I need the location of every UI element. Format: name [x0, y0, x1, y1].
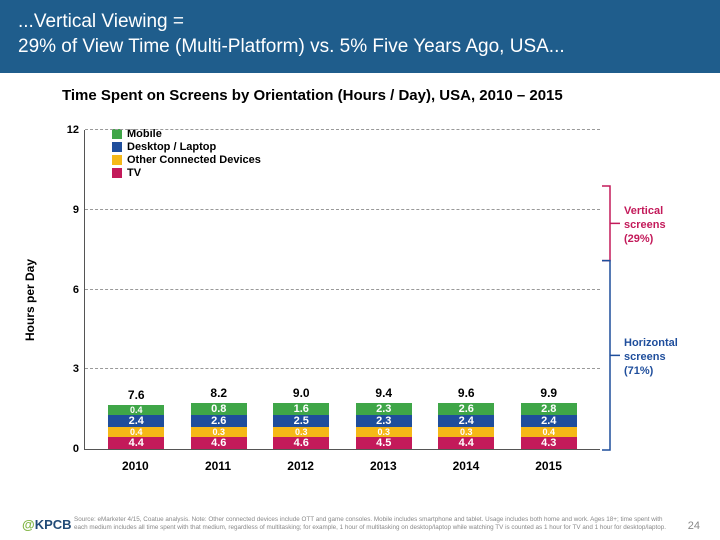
bar-total-label: 9.9 — [521, 386, 577, 403]
y-tick: 12 — [67, 124, 85, 136]
x-tick: 2014 — [438, 454, 494, 480]
bar-segment: 2.4 — [438, 415, 494, 427]
grid-line — [85, 129, 600, 130]
slide-header: ...Vertical Viewing = 29% of View Time (… — [0, 0, 720, 73]
y-tick: 3 — [73, 363, 85, 375]
bar-segment: 2.6 — [438, 403, 494, 415]
bars-container: 4.40.42.40.47.64.60.32.60.88.24.60.32.51… — [85, 130, 600, 449]
bar-column: 4.30.42.42.89.9 — [521, 403, 577, 449]
bar-segment: 2.8 — [521, 403, 577, 415]
bar-segment: 4.4 — [438, 437, 494, 449]
bar-segment: 0.3 — [356, 427, 412, 437]
bar-segment: 0.4 — [521, 427, 577, 437]
bar-segment: 2.4 — [108, 415, 164, 427]
grid-line — [85, 289, 600, 290]
bar-total-label: 9.6 — [438, 386, 494, 403]
bar-segment: 4.4 — [108, 437, 164, 449]
bar-segment: 0.3 — [273, 427, 329, 437]
x-tick: 2010 — [107, 454, 163, 480]
bar-segment: 4.5 — [356, 437, 412, 449]
bar-segment: 0.4 — [108, 405, 164, 415]
y-axis-label: Hours per Day — [23, 259, 37, 341]
bar-segment: 2.3 — [356, 403, 412, 415]
chart-area: Hours per Day 4.40.42.40.47.64.60.32.60.… — [40, 120, 600, 480]
bar-column: 4.40.32.42.69.6 — [438, 403, 494, 449]
bar-column: 4.50.32.32.39.4 — [356, 403, 412, 449]
bar-segment: 2.3 — [356, 415, 412, 427]
bar-segment: 4.3 — [521, 437, 577, 449]
bar-segment: 4.6 — [273, 437, 329, 449]
bar-segment: 4.6 — [191, 437, 247, 449]
bracket-annotations: Vertical screens (29%) Horizontal screen… — [602, 130, 712, 460]
x-tick: 2013 — [355, 454, 411, 480]
x-axis-ticks: 2010 2011 2012 2013 2014 2015 — [84, 454, 600, 480]
bar-column: 4.60.32.60.88.2 — [191, 403, 247, 449]
x-tick: 2015 — [521, 454, 577, 480]
bar-segment: 0.3 — [191, 427, 247, 437]
slide: ...Vertical Viewing = 29% of View Time (… — [0, 0, 720, 540]
bar-column: 4.60.32.51.69.0 — [273, 403, 329, 449]
bar-segment: 0.4 — [108, 427, 164, 437]
bar-total-label: 7.6 — [108, 388, 164, 405]
bar-total-label: 8.2 — [191, 386, 247, 403]
header-line-2: 29% of View Time (Multi-Platform) vs. 5%… — [18, 35, 702, 60]
grid-line — [85, 368, 600, 369]
bar-segment: 2.6 — [191, 415, 247, 427]
horizontal-annotation: Horizontal screens (71%) — [624, 337, 678, 378]
source-text: Source: eMarketer 4/15, Coatue analysis.… — [74, 516, 670, 532]
page-number: 24 — [688, 520, 700, 532]
vertical-annotation: Vertical screens (29%) — [624, 205, 666, 246]
bar-total-label: 9.4 — [356, 386, 412, 403]
x-tick: 2012 — [273, 454, 329, 480]
header-line-1: ...Vertical Viewing = — [18, 10, 702, 35]
chart-title: Time Spent on Screens by Orientation (Ho… — [0, 73, 720, 108]
bar-segment: 2.5 — [273, 415, 329, 427]
bar-segment: 1.6 — [273, 403, 329, 415]
x-tick: 2011 — [190, 454, 246, 480]
bar-segment: 2.4 — [521, 415, 577, 427]
bracket-svg — [602, 130, 712, 460]
bar-segment: 0.8 — [191, 403, 247, 415]
plot-region: 4.40.42.40.47.64.60.32.60.88.24.60.32.51… — [84, 130, 600, 450]
bar-segment: 0.3 — [438, 427, 494, 437]
grid-line — [85, 209, 600, 210]
bar-column: 4.40.42.40.47.6 — [108, 405, 164, 449]
bar-total-label: 9.0 — [273, 386, 329, 403]
kpcb-handle: @KPCB — [22, 517, 72, 532]
y-tick: 9 — [73, 204, 85, 216]
y-tick: 6 — [73, 284, 85, 296]
